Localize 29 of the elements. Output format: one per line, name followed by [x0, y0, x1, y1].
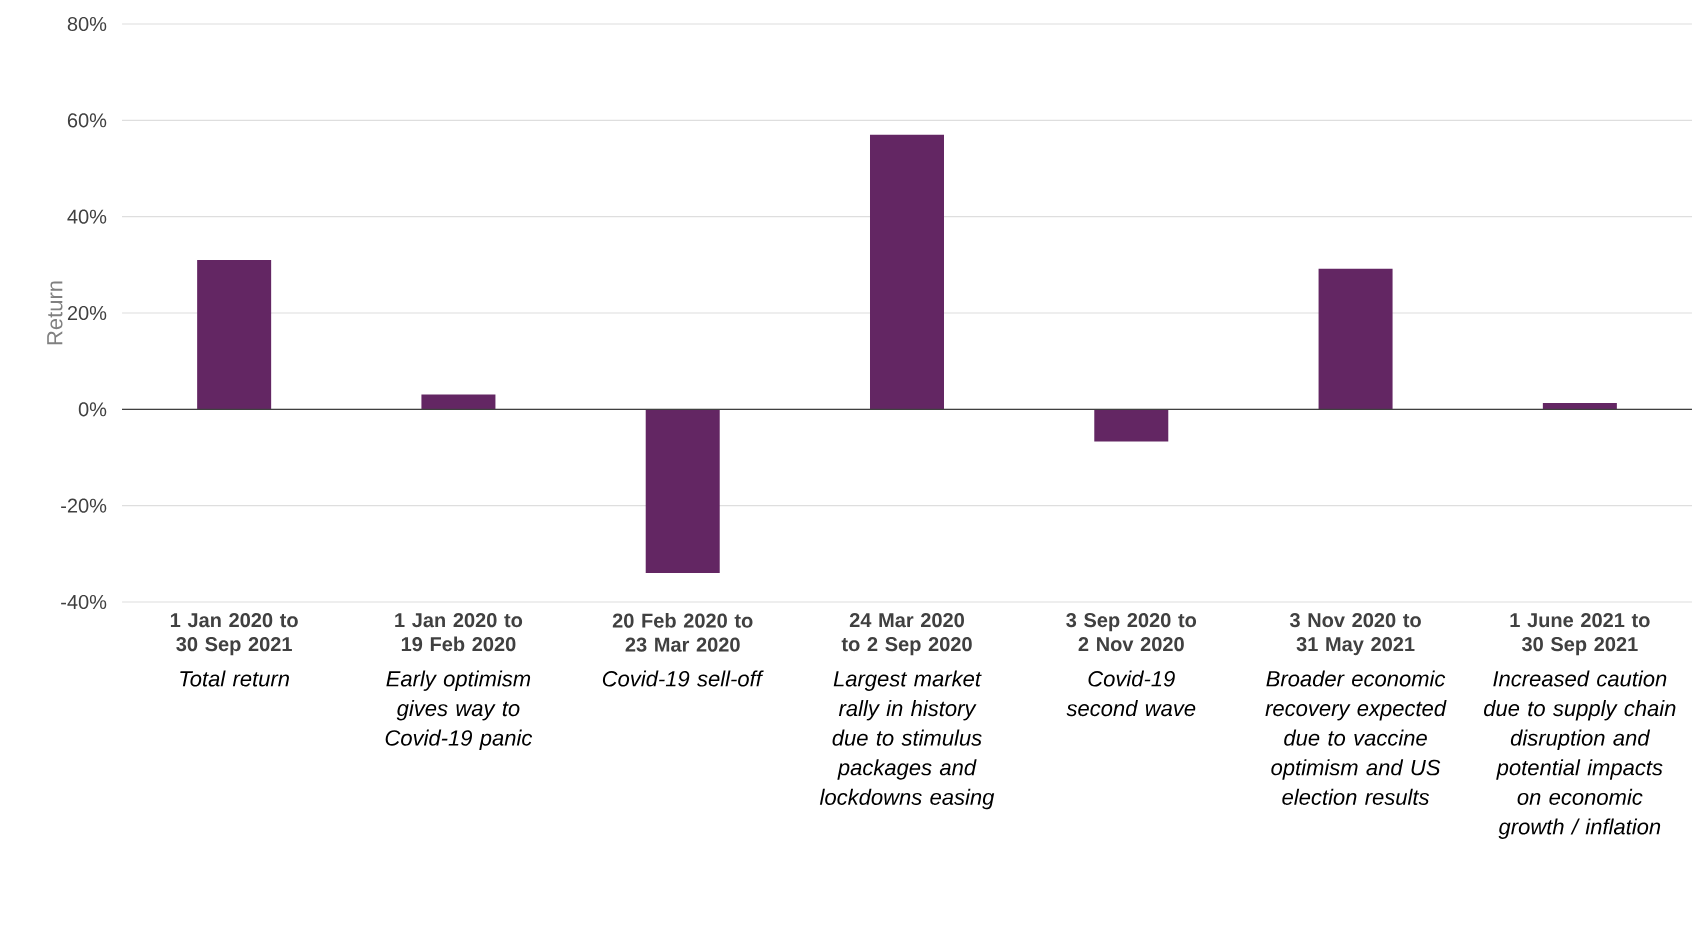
y-tick-label: 0%	[78, 402, 107, 417]
bar	[197, 260, 272, 410]
text: Total return	[180, 670, 289, 687]
y-tick-label: 80%	[67, 16, 107, 32]
x-tick-label: 1 Jan 2020 to 30 Sep 2021	[170, 613, 298, 656]
text: Early optimism gives way to Covid-19 panic	[385, 670, 533, 751]
bar	[645, 409, 720, 574]
bar	[1094, 409, 1169, 442]
text: Increased caution due to supply chain disruption and potential impacts on economic growth / inflation	[1483, 670, 1676, 839]
bar	[870, 134, 944, 410]
bar	[421, 394, 496, 410]
y-tick-label: -40%	[61, 594, 107, 610]
x-tick-label: 3 Nov 2020 to 31 May 2021	[1289, 613, 1421, 656]
text: Covid-19 sell-off	[602, 670, 764, 687]
bar	[1318, 268, 1393, 410]
x-tick-label: 3 Sep 2020 to 2 Nov 2020	[1066, 613, 1197, 652]
text: Broader economic recovery expected due to vaccine optimism and US election results	[1265, 670, 1447, 805]
x-tick-label: 1 Jan 2020 to 19 Feb 2020	[395, 613, 523, 652]
text: Covid-19 second wave	[1066, 670, 1196, 717]
y-tick-label: -20%	[61, 498, 107, 513]
y-tick-label: 20%	[67, 305, 107, 321]
bar	[1542, 403, 1617, 410]
x-tick-label: 1 June 2021 to 30 Sep 2021	[1510, 613, 1650, 656]
y-axis-title: Return	[47, 281, 63, 345]
x-tick-label: 24 Mar 2020 to 2 Sep 2020	[841, 613, 972, 656]
y-tick-label: 40%	[67, 209, 107, 224]
text: Largest market rally in history due to stimulus packages and lockdowns easing	[819, 670, 995, 810]
y-tick-label: 60%	[67, 113, 107, 128]
x-tick-label: 20 Feb 2020 to 23 Mar 2020	[612, 613, 753, 652]
